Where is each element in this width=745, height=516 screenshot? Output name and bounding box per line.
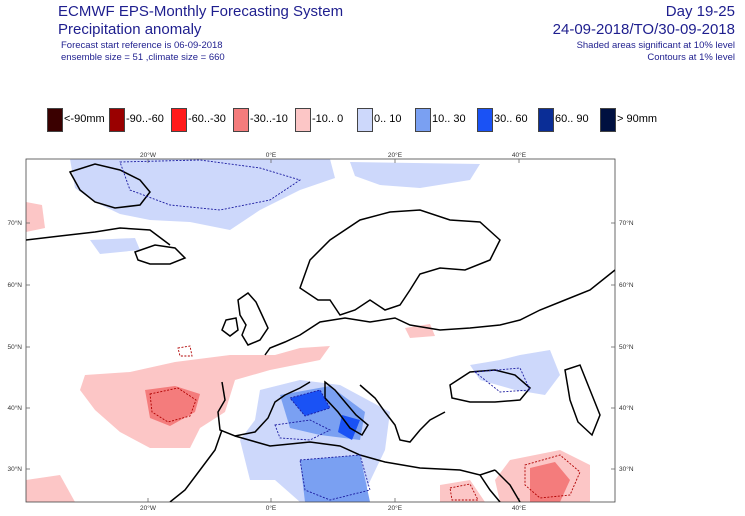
balkans-coast bbox=[359, 384, 446, 443]
legend-label: > 90mm bbox=[617, 113, 658, 125]
lat-label-left: 60°N bbox=[7, 281, 22, 289]
lat-label-right: 60°N bbox=[619, 281, 634, 289]
positive-anomaly-area bbox=[90, 238, 140, 254]
valid-period: 24-09-2018/TO/30-09-2018 bbox=[552, 21, 735, 38]
caspian-coast bbox=[564, 364, 601, 437]
lon-label-top: 20°W bbox=[140, 151, 157, 159]
legend-swatch bbox=[109, 108, 125, 132]
lat-label-left: 70°N bbox=[7, 219, 22, 227]
western-africa-coast bbox=[169, 429, 223, 502]
arctic-coast bbox=[26, 227, 171, 246]
north-africa-coast bbox=[234, 435, 496, 476]
lat-label-right: 40°N bbox=[619, 404, 634, 412]
lon-label-top: 20°E bbox=[388, 151, 403, 159]
lon-label-bottom: 0°E bbox=[266, 504, 277, 512]
map-frame bbox=[25, 158, 616, 503]
lat-label-right: 50°N bbox=[619, 343, 634, 351]
lon-label-bottom: 20°E bbox=[388, 504, 403, 512]
negative-anomaly-area bbox=[530, 462, 570, 502]
europe-mainland-coast bbox=[264, 269, 615, 356]
ensemble-info: ensemble size = 51 ,climate size = 660 bbox=[61, 52, 225, 63]
negative-anomaly-area bbox=[26, 202, 45, 232]
positive-anomaly-area bbox=[290, 390, 330, 416]
positive-anomaly-area bbox=[350, 162, 480, 188]
positive-anomaly-area bbox=[70, 159, 335, 230]
greenland-coast bbox=[68, 163, 151, 209]
positive-anomaly-area bbox=[300, 455, 370, 502]
italy-coast bbox=[324, 380, 369, 437]
legend-label: 60.. 90 bbox=[555, 113, 589, 125]
legend-swatch bbox=[538, 108, 554, 132]
positive-contour bbox=[473, 367, 531, 393]
legend-label: <-90mm bbox=[64, 113, 105, 125]
british-isles-coast bbox=[237, 292, 269, 346]
lon-label-top: 0°E bbox=[266, 151, 277, 159]
legend-swatch bbox=[600, 108, 616, 132]
iberia-coast bbox=[217, 381, 311, 437]
lat-label-left: 50°N bbox=[7, 343, 22, 351]
legend-swatch bbox=[47, 108, 63, 132]
legend-label: -90..-60 bbox=[126, 113, 164, 125]
positive-contour bbox=[119, 159, 302, 211]
negative-contour bbox=[149, 387, 197, 423]
contour-note: Contours at 1% level bbox=[647, 52, 735, 63]
precipitation-anomaly-map: 20°W 0°E 20°E 40°E 20°W 0°E 20°E 40°E 70… bbox=[7, 151, 634, 512]
significance-contours bbox=[119, 159, 581, 501]
negative-anomaly-area bbox=[80, 346, 330, 448]
positive-contour bbox=[274, 419, 332, 441]
negative-contour bbox=[524, 454, 581, 499]
lon-label-bottom: 20°W bbox=[140, 504, 157, 512]
lat-label-left: 40°N bbox=[7, 404, 22, 412]
legend-label: 10.. 30 bbox=[432, 113, 466, 125]
shading-note: Shaded areas significant at 10% level bbox=[576, 40, 735, 51]
iceland-coast bbox=[134, 244, 187, 265]
negative-contour bbox=[177, 345, 193, 357]
legend-swatch bbox=[415, 108, 431, 132]
negative-anomaly-area bbox=[26, 475, 75, 502]
positive-anomaly-area bbox=[470, 350, 560, 395]
positive-contour bbox=[299, 454, 371, 501]
page-title: ECMWF EPS-Monthly Forecasting System bbox=[58, 3, 344, 20]
legend-swatch bbox=[171, 108, 187, 132]
legend-swatch bbox=[233, 108, 249, 132]
lon-label-top: 40°E bbox=[512, 151, 527, 159]
negative-anomaly-area bbox=[440, 480, 485, 502]
legend-swatch bbox=[295, 108, 311, 132]
lat-label-right: 30°N bbox=[619, 465, 634, 473]
legend-label: -10.. 0 bbox=[312, 113, 344, 125]
legend-swatch bbox=[357, 108, 373, 132]
legend-label: 30.. 60 bbox=[494, 113, 528, 125]
legend-label: 0.. 10 bbox=[374, 113, 402, 125]
lat-label-right: 70°N bbox=[619, 219, 634, 227]
negative-contour bbox=[449, 483, 479, 501]
legend-label: -60..-30 bbox=[188, 113, 226, 125]
legend-label: -30..-10 bbox=[250, 113, 288, 125]
positive-contour bbox=[289, 389, 331, 417]
ireland-coast bbox=[221, 317, 239, 337]
lat-label-left: 30°N bbox=[7, 465, 22, 473]
red-sea-coast bbox=[479, 469, 521, 502]
day-range: Day 19-25 bbox=[665, 3, 735, 20]
page-subtitle: Precipitation anomaly bbox=[58, 21, 202, 38]
negative-anomaly-area bbox=[145, 386, 200, 426]
scandinavia-coast bbox=[299, 209, 501, 316]
coastlines bbox=[26, 163, 615, 502]
legend-swatch bbox=[477, 108, 493, 132]
forecast-reference: Forecast start reference is 06-09-2018 bbox=[61, 40, 223, 51]
lon-label-bottom: 40°E bbox=[512, 504, 527, 512]
